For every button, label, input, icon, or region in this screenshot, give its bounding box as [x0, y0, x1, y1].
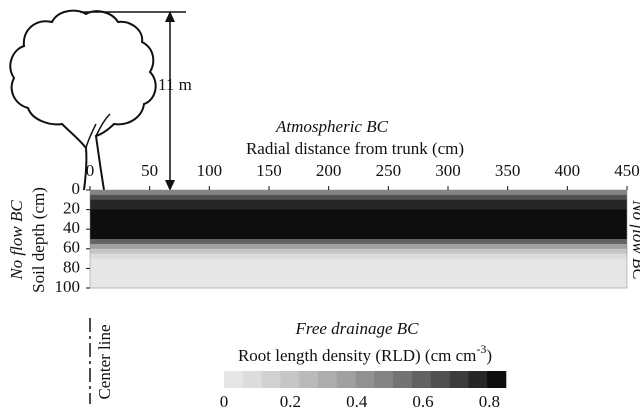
x-tick-label: 100: [197, 161, 223, 180]
domain-border: [89, 189, 628, 289]
left-bc: No flow BC: [7, 200, 26, 281]
colorbar-swatch: [242, 371, 262, 388]
y-tick-label: 20: [63, 199, 80, 218]
y-axis-title: Soil depth (cm): [29, 187, 48, 293]
tree-height: 11 m: [158, 75, 192, 94]
y-tick-label: 80: [63, 257, 80, 276]
x-tick-label: 0: [86, 161, 95, 180]
rld-layer: [90, 190, 627, 196]
x-tick-label: 450: [614, 161, 640, 180]
colorbar-swatch: [430, 371, 450, 388]
rld-layer: [90, 258, 627, 289]
colorbar-swatch: [336, 371, 356, 388]
center-label: Center line: [95, 324, 114, 399]
rld-layer: [90, 199, 627, 211]
rld-layer: [90, 194, 627, 201]
colorbar-tick-label: 0.8: [479, 392, 500, 411]
colorbar-swatch: [280, 371, 300, 388]
x-tick-label: 250: [376, 161, 402, 180]
tree: [9, 9, 157, 191]
rld-layer: [90, 248, 627, 255]
colorbar-swatch: [412, 371, 432, 388]
x-axis-title: Radial distance from trunk (cm): [246, 139, 464, 158]
colorbar-swatch: [393, 371, 413, 388]
arrow-head: [165, 180, 175, 191]
colorbar-tick-label: 0.4: [346, 392, 368, 411]
colorbar-swatch: [374, 371, 394, 388]
colorbar-swatch: [224, 371, 244, 388]
rld-layer: [90, 209, 627, 240]
colorbar-tick-label: 0: [220, 392, 229, 411]
colorbar-tick-label: 0.6: [412, 392, 433, 411]
top-bc: Atmospheric BC: [275, 117, 389, 136]
right-bc: No flow BC: [629, 199, 640, 280]
colorbar-title-main: Root length density (RLD) (cm cm: [238, 346, 476, 365]
colorbar-swatch: [299, 371, 319, 388]
x-tick-label: 300: [435, 161, 461, 180]
colorbar-tick-label: 0.2: [280, 392, 301, 411]
y-tick-label: 0: [72, 179, 81, 198]
colorbar-swatch: [487, 371, 507, 388]
colorbar-swatch: [468, 371, 488, 388]
rld-layer: [90, 239, 627, 245]
colorbar-title: Root length density (RLD) (cm cm-3): [238, 342, 492, 365]
x-tick-label: 200: [316, 161, 342, 180]
rld-layer: [90, 243, 627, 250]
colorbar-swatch: [318, 371, 338, 388]
x-tick-label: 400: [555, 161, 581, 180]
colorbar-title-end: ): [486, 346, 492, 365]
colorbar-swatch: [449, 371, 469, 388]
x-tick-label: 350: [495, 161, 521, 180]
colorbar-title-sup: -3: [476, 342, 486, 356]
y-tick-label: 100: [55, 277, 81, 296]
bottom-bc: Free drainage BC: [294, 319, 419, 338]
y-tick-label: 40: [63, 218, 80, 237]
arrow-head: [165, 11, 175, 22]
colorbar-swatch: [355, 371, 375, 388]
tree-branch: [85, 113, 111, 149]
rld-layer: [90, 253, 627, 260]
y-tick-label: 60: [63, 238, 80, 257]
x-tick-label: 150: [256, 161, 282, 180]
x-tick-label: 50: [141, 161, 158, 180]
colorbar-swatch: [261, 371, 281, 388]
